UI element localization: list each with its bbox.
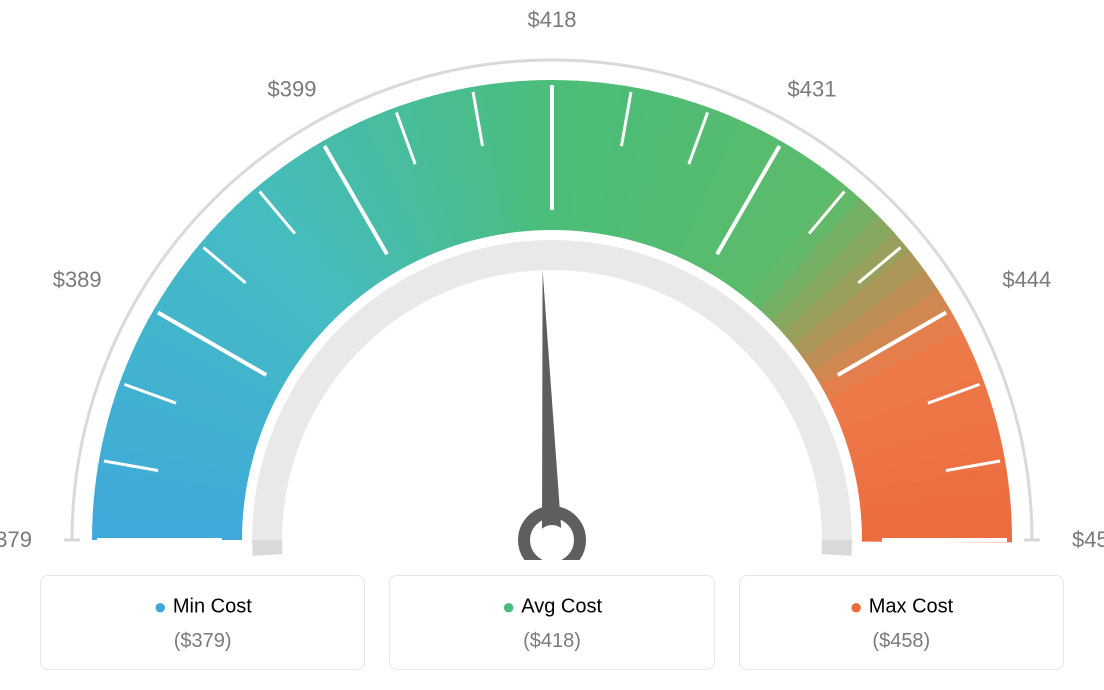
svg-text:$444: $444 [1002,267,1051,292]
svg-text:$418: $418 [528,7,577,32]
dot-icon: ● [502,594,515,619]
legend-min-value: ($379) [51,630,354,653]
legend-avg-label: Avg Cost [521,595,602,617]
dot-icon: ● [849,594,862,619]
legend-avg-title: ● Avg Cost [400,594,703,620]
legend-card-avg: ● Avg Cost ($418) [389,575,714,670]
gauge-chart: $379 $389 $399 $418 $431 $444 $458 [0,0,1104,560]
svg-text:$431: $431 [788,77,837,102]
legend-min-title: ● Min Cost [51,594,354,620]
svg-text:$399: $399 [268,77,317,102]
legend-max-label: Max Cost [869,595,953,617]
legend-avg-value: ($418) [400,630,703,653]
gauge-svg: $379 $389 $399 $418 $431 $444 $458 [0,0,1104,560]
svg-text:$389: $389 [53,267,102,292]
svg-text:$379: $379 [0,527,32,552]
legend-max-value: ($458) [750,630,1053,653]
legend-row: ● Min Cost ($379) ● Avg Cost ($418) ● Max C… [0,575,1104,670]
legend-min-label: Min Cost [173,595,252,617]
legend-card-min: ● Min Cost ($379) [40,575,365,670]
legend-max-title: ● Max Cost [750,594,1053,620]
dot-icon: ● [154,594,167,619]
legend-card-max: ● Max Cost ($458) [739,575,1064,670]
svg-text:$458: $458 [1072,527,1104,552]
